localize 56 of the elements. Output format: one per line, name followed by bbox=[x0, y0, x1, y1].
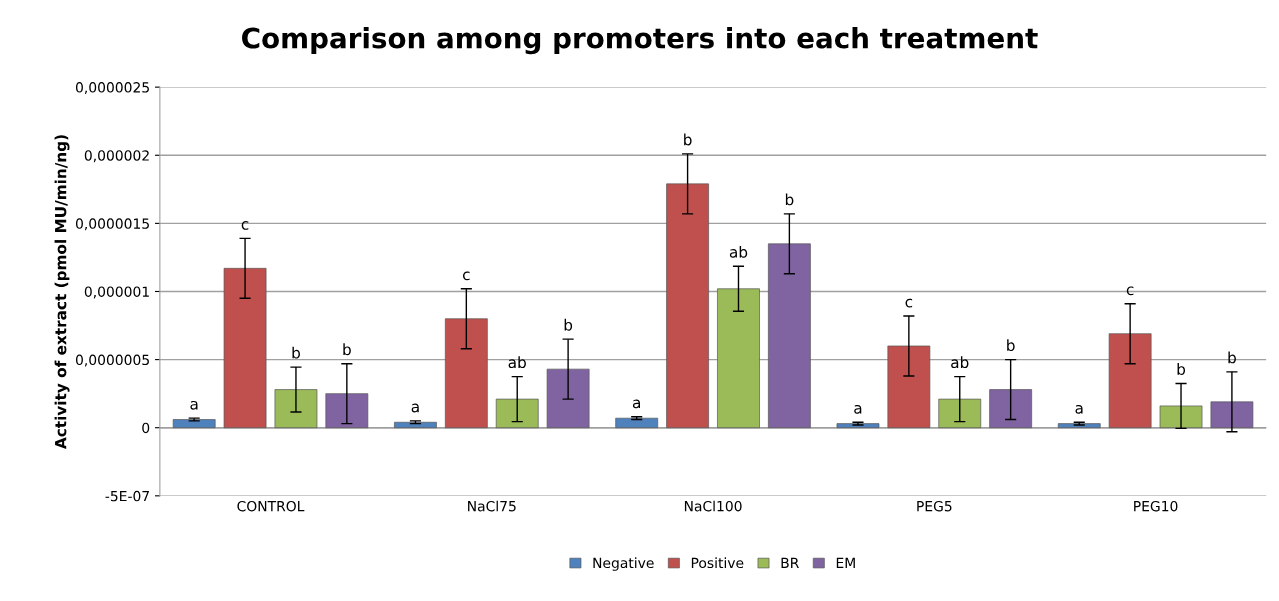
data-label: a bbox=[632, 399, 640, 409]
y-tick-label: -5E-07 bbox=[105, 490, 149, 502]
x-tick-label: NaCl100 bbox=[684, 500, 742, 512]
y-axis-title: Activity of extract (pmol MU/min/ng) bbox=[54, 135, 70, 449]
legend-label: Negative bbox=[593, 557, 654, 571]
legend-label: EM bbox=[836, 557, 855, 568]
data-label: a bbox=[854, 404, 862, 414]
bar bbox=[172, 419, 216, 429]
data-label: b bbox=[1007, 339, 1015, 352]
bar bbox=[717, 288, 760, 429]
x-tick-label: NaCl75 bbox=[468, 500, 516, 512]
bar bbox=[615, 417, 659, 429]
x-tick-label: PEG5 bbox=[917, 500, 952, 512]
data-label: b bbox=[684, 133, 692, 146]
data-label: b bbox=[1228, 351, 1236, 364]
bar bbox=[768, 243, 811, 429]
data-label: c bbox=[241, 221, 249, 230]
bar bbox=[495, 398, 539, 429]
data-label: ab bbox=[951, 356, 969, 369]
data-label: b bbox=[564, 318, 573, 331]
bar bbox=[444, 318, 488, 429]
bar bbox=[1159, 405, 1203, 429]
bar bbox=[546, 368, 590, 429]
data-label: b bbox=[1177, 363, 1186, 375]
bar bbox=[666, 183, 709, 429]
bar bbox=[938, 398, 982, 429]
y-tick-label: 0 bbox=[142, 422, 150, 434]
data-label: c bbox=[905, 298, 913, 308]
bar bbox=[274, 389, 318, 429]
data-label: b bbox=[785, 193, 794, 206]
bar bbox=[887, 345, 931, 429]
data-label: ab bbox=[729, 245, 748, 258]
data-label: b bbox=[292, 346, 300, 359]
bar bbox=[1210, 401, 1254, 429]
y-tick-label: 0,0000015 bbox=[75, 218, 149, 231]
data-label: a bbox=[411, 403, 419, 413]
data-label: ab bbox=[508, 356, 526, 369]
y-tick-label: 0,0000005 bbox=[75, 354, 149, 367]
x-tick-label: PEG10 bbox=[1134, 500, 1178, 512]
bar bbox=[989, 389, 1033, 429]
bar bbox=[223, 267, 267, 429]
bar bbox=[1108, 333, 1152, 429]
y-tick-label: 0,000002 bbox=[84, 150, 149, 163]
bar bbox=[325, 393, 369, 429]
data-label: a bbox=[190, 400, 198, 410]
data-label: c bbox=[1126, 286, 1134, 296]
legend-label: BR bbox=[781, 557, 799, 568]
data-label: b bbox=[343, 343, 351, 356]
chart-title: Comparison among promoters into each treatment bbox=[242, 27, 1038, 55]
y-tick-label: 0,000001 bbox=[84, 286, 149, 299]
legend-label: Positive bbox=[691, 557, 744, 569]
y-tick-label: 0,0000025 bbox=[75, 82, 149, 95]
data-label: c bbox=[462, 271, 470, 281]
data-label: a bbox=[1075, 404, 1083, 414]
x-tick-label: CONTROL bbox=[237, 500, 305, 512]
bar bbox=[394, 421, 437, 429]
